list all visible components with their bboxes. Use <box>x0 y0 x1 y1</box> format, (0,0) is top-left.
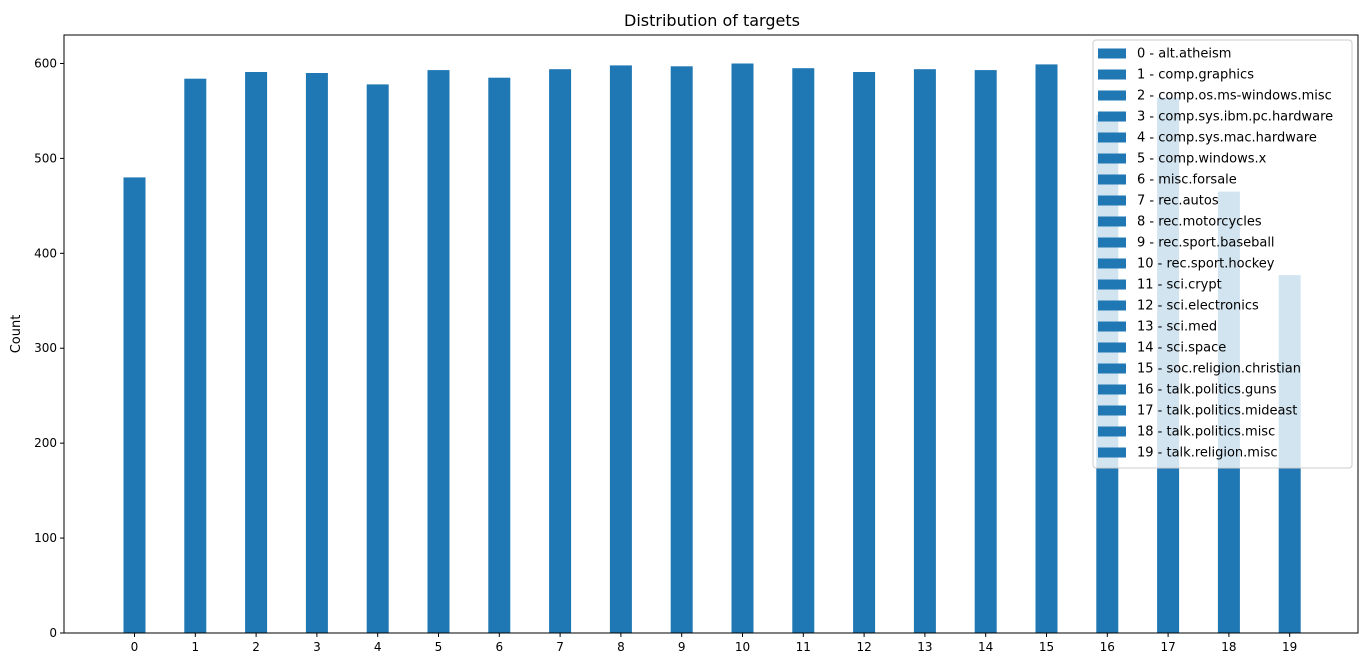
x-tick-label: 2 <box>252 640 260 654</box>
x-tick-label: 19 <box>1282 640 1297 654</box>
legend-entry-label: 19 - talk.religion.misc <box>1137 446 1278 461</box>
x-tick-label: 13 <box>917 640 932 654</box>
x-tick-label: 14 <box>978 640 993 654</box>
bar-3 <box>305 73 328 633</box>
bar-14 <box>974 70 997 634</box>
legend-entry-label: 17 - talk.politics.mideast <box>1137 404 1297 419</box>
legend-entry-label: 2 - comp.os.ms-windows.misc <box>1137 89 1332 104</box>
y-tick-label: 500 <box>34 151 57 165</box>
bar-15 <box>1035 64 1058 633</box>
x-tick-label: 10 <box>735 640 750 654</box>
legend-swatch <box>1098 132 1126 143</box>
legend: 0 - alt.atheism 1 - comp.graphics 2 - comp… <box>1092 39 1353 469</box>
bar-1 <box>184 78 207 633</box>
legend-entry-label: 5 - comp.windows.x <box>1137 152 1267 167</box>
bar-7 <box>549 69 572 633</box>
legend-entry-label: 0 - alt.atheism <box>1137 47 1231 62</box>
x-tick-label: 3 <box>313 640 321 654</box>
legend-entry-label: 18 - talk.politics.misc <box>1137 425 1275 440</box>
legend-box <box>1092 39 1353 469</box>
legend-entry-label: 4 - comp.sys.mac.hardware <box>1137 131 1317 146</box>
x-tick-label: 5 <box>435 640 443 654</box>
legend-swatch <box>1098 300 1126 311</box>
x-tick-label: 15 <box>1039 640 1054 654</box>
legend-entry-label: 12 - sci.electronics <box>1137 299 1259 314</box>
bar-0 <box>123 177 146 633</box>
legend-swatch <box>1098 48 1126 59</box>
legend-swatch <box>1098 153 1126 164</box>
y-tick-label: 100 <box>34 531 57 545</box>
bar-13 <box>913 69 936 633</box>
legend-entry-label: 8 - rec.motorcycles <box>1137 215 1262 230</box>
bar-2 <box>245 72 268 633</box>
legend-entry-label: 9 - rec.sport.baseball <box>1137 236 1275 251</box>
legend-swatch <box>1098 342 1126 353</box>
legend-swatch <box>1098 195 1126 206</box>
legend-swatch <box>1098 384 1126 395</box>
legend-swatch <box>1098 258 1126 269</box>
bar-8 <box>609 65 632 633</box>
bar-6 <box>488 77 511 633</box>
x-tick-label: 11 <box>796 640 811 654</box>
bar-9 <box>670 66 693 634</box>
legend-swatch <box>1098 405 1126 416</box>
legend-swatch <box>1098 447 1126 458</box>
legend-entry-label: 11 - sci.crypt <box>1137 278 1222 293</box>
legend-swatch <box>1098 426 1126 437</box>
plot-frame <box>63 34 1359 634</box>
legend-entry-label: 15 - soc.religion.christian <box>1137 362 1301 377</box>
legend-entry-label: 13 - sci.med <box>1137 320 1217 335</box>
x-tick-label: 16 <box>1100 640 1115 654</box>
legend-swatch <box>1098 321 1126 332</box>
legend-swatch <box>1098 69 1126 80</box>
chart-title: Distribution of targets <box>624 11 800 30</box>
legend-swatch <box>1098 174 1126 185</box>
legend-swatch <box>1098 237 1126 248</box>
x-tick-label: 18 <box>1221 640 1236 654</box>
legend-entry-label: 3 - comp.sys.ibm.pc.hardware <box>1137 110 1333 125</box>
bar-10 <box>731 63 754 633</box>
legend-swatch <box>1098 90 1126 101</box>
legend-entry-label: 10 - rec.sport.hockey <box>1137 257 1275 272</box>
bar-12 <box>853 72 876 633</box>
x-tick-label: 4 <box>374 640 382 654</box>
y-tick-label: 300 <box>34 341 57 355</box>
legend-swatch <box>1098 279 1126 290</box>
legend-entry-label: 16 - talk.politics.guns <box>1137 383 1277 398</box>
x-tick-label: 17 <box>1160 640 1175 654</box>
x-tick-label: 6 <box>495 640 503 654</box>
bar-5 <box>427 70 450 634</box>
x-tick-label: 7 <box>556 640 564 654</box>
legend-swatch <box>1098 216 1126 227</box>
y-tick-label: 0 <box>49 626 57 640</box>
x-tick-label: 12 <box>856 640 871 654</box>
legend-swatch <box>1098 111 1126 122</box>
legend-swatch <box>1098 363 1126 374</box>
x-tick-label: 0 <box>131 640 139 654</box>
y-tick-label: 600 <box>34 56 57 70</box>
bar-11 <box>792 68 815 633</box>
x-tick-label: 1 <box>191 640 199 654</box>
y-tick-label: 200 <box>34 436 57 450</box>
x-tick-label: 9 <box>678 640 686 654</box>
bar-4 <box>366 84 389 633</box>
legend-entry-label: 6 - misc.forsale <box>1137 173 1237 188</box>
legend-entry-label: 14 - sci.space <box>1137 341 1226 356</box>
y-axis-label: Count <box>9 315 24 354</box>
y-tick-label: 400 <box>34 246 57 260</box>
legend-entry-label: 1 - comp.graphics <box>1137 68 1254 83</box>
legend-entry-label: 7 - rec.autos <box>1137 194 1219 209</box>
x-tick-label: 8 <box>617 640 625 654</box>
